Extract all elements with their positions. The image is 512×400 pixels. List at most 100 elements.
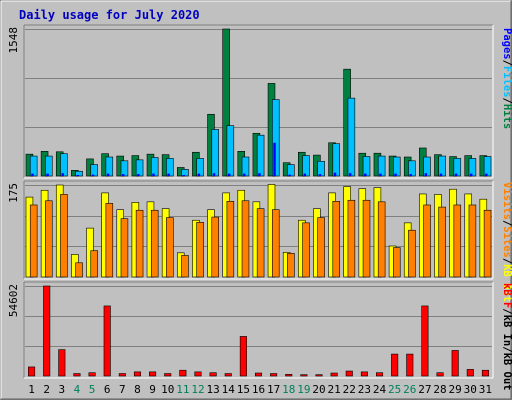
x-tick-label: 20 [312,383,325,396]
bar-sites [226,200,235,278]
bar-sites [135,209,144,278]
x-tick-label: 9 [149,383,156,396]
bar-hits [222,28,230,177]
x-tick-label: 25 [388,383,401,396]
x-tick-label: 31 [479,383,492,396]
bar-pages [364,173,367,176]
bar-kb-f [315,374,323,377]
bar-sites [302,222,310,278]
bar-files [483,156,492,177]
bar-files [302,155,310,177]
bar-kb-f [28,366,36,377]
bar-pages [394,173,397,176]
bar-files [453,158,462,177]
bar-pages [470,173,473,176]
legend-entry: KB Out [501,264,512,302]
bar-files [211,129,219,177]
x-tick-label: 10 [161,383,174,396]
bar-files [45,155,53,177]
bar-pages [182,175,185,176]
legend-entry: Pages [501,28,512,60]
plot-area [24,282,493,378]
legend-entry: kB Out [501,353,512,391]
bar-pages [454,173,458,176]
bar-files [241,156,250,177]
bar-sites [408,229,416,278]
bar-kb-f [118,373,126,377]
bar-kb-f [194,371,202,377]
bar-pages [197,173,201,176]
bar-kb-f [466,369,474,377]
bar-kb-f [481,369,489,377]
x-tick-label: 5 [89,383,96,396]
bar-pages [409,174,412,176]
bar-files [226,125,235,177]
legend-entry: Visits [501,182,512,220]
x-tick-label: 30 [464,383,477,396]
bar-kb-f [254,372,263,377]
bar-kb-f [209,372,217,377]
visits-panel: 175 Visits/Sites/KB Out [7,180,512,302]
bar-files [408,160,416,177]
bar-kb-f [285,374,293,377]
bar-files [105,156,114,177]
bar-kb-f [149,371,157,377]
bar-kb-f [133,371,141,377]
bar-pages [167,173,170,176]
bar-sites [60,194,68,278]
bar-sites [90,250,98,278]
bar-kb-f [421,305,429,377]
bar-sites [393,247,401,278]
bar-sites [120,218,129,278]
bar-sites [150,209,159,278]
bar-sites [468,204,477,278]
bar-pages [485,173,488,176]
bar-pages [31,173,34,176]
bar-kb-f [164,373,172,377]
bar-sites [377,201,386,278]
bar-sites [453,204,462,278]
bar-sites [362,199,371,278]
bar-files [393,156,401,177]
bar-files [377,155,386,177]
x-tick-label: 19 [297,383,310,396]
bar-files [60,153,68,177]
bar-kb-f [224,373,232,377]
x-tick-label: 3 [59,383,66,396]
x-tick-label: 17 [267,383,280,396]
bar-kb-f [406,353,414,377]
x-tick-label: 29 [449,383,462,396]
x-tick-label: 27 [418,383,431,396]
bar-kb-f [103,305,111,377]
bar-pages [122,174,125,176]
bar-files [347,97,356,177]
bar-pages [333,172,337,176]
legend-separator: / [501,220,512,226]
x-tick-label: 15 [237,383,250,396]
bar-files [90,164,98,177]
bar-kb-f [360,371,368,377]
bar-sites [29,204,38,278]
legend: Visits/Sites/KB Out [501,182,512,302]
bar-pages [273,142,276,176]
bar-sites [241,200,250,278]
bar-kb-f [376,372,384,377]
bar-pages [348,173,352,176]
bar-files [120,160,129,177]
legend: Pages/Files/Hits [501,28,512,129]
bar-sites [45,200,53,278]
x-tick-label: 7 [119,383,126,396]
bar-sites [287,253,295,278]
legend-separator: / [501,98,512,104]
bar-pages [76,175,80,176]
bar-files [196,158,204,177]
x-tick-label: 23 [358,383,371,396]
bar-files [150,157,159,177]
bar-kb-f [239,336,247,377]
x-tick-label: 12 [191,383,204,396]
bar-files [287,164,295,177]
bar-kb-f [58,349,66,377]
y-max-label: 54602 [7,284,20,317]
bar-pages [152,173,155,176]
